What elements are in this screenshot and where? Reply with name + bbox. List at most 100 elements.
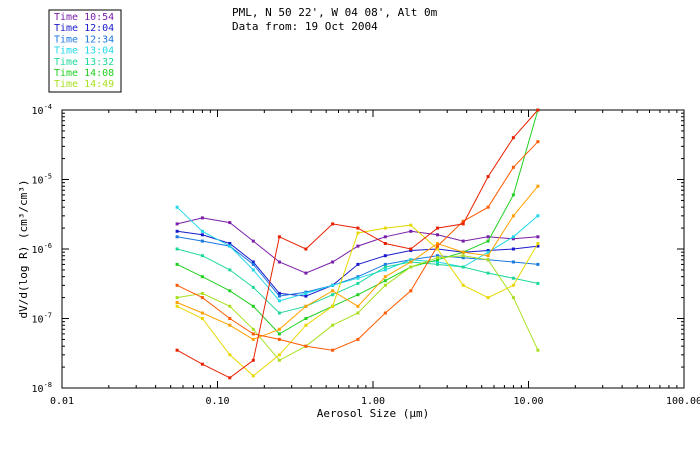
data-point: [251, 304, 255, 308]
data-point: [486, 239, 490, 243]
data-point: [383, 265, 387, 269]
data-point: [383, 283, 387, 287]
data-point: [200, 233, 204, 237]
data-point: [277, 299, 281, 303]
data-point: [251, 262, 255, 266]
legend-entry: Time 10:54: [54, 12, 114, 23]
data-point: [277, 311, 281, 315]
data-point: [356, 281, 360, 285]
data-point: [228, 376, 232, 380]
data-point: [331, 323, 335, 327]
data-point: [228, 323, 232, 327]
data-point: [461, 256, 465, 260]
data-point: [175, 304, 179, 308]
data-point: [436, 233, 439, 237]
x-tick-label: 1.00: [361, 396, 385, 407]
x-axis: 0.01 0.10 1.00 10.00 100.00: [50, 110, 700, 407]
data-point: [304, 323, 308, 327]
data-point: [383, 279, 387, 283]
data-point: [175, 229, 179, 233]
data-point: [383, 262, 387, 266]
data-point: [175, 247, 179, 251]
data-point: [409, 229, 413, 233]
y-tick-label: 10-4: [32, 103, 52, 117]
data-point: [175, 205, 179, 209]
data-point: [175, 222, 179, 226]
data-point: [228, 353, 232, 357]
data-point: [304, 291, 308, 295]
data-point: [228, 289, 232, 293]
x-axis-label: Aerosol Size (μm): [317, 407, 430, 420]
data-point: [277, 358, 281, 362]
data-point: [511, 237, 515, 241]
data-point: [536, 214, 540, 218]
data-point: [200, 229, 204, 233]
series-1: [175, 229, 540, 298]
data-point: [511, 136, 515, 140]
data-point: [436, 242, 439, 245]
x-tick-label: 0.01: [50, 396, 74, 407]
legend-entry: Time 13:04: [54, 46, 114, 57]
y-axis: 10-8 10-7 10-6 10-5 10-4: [32, 103, 684, 395]
legend-entry: Time 14:08: [54, 68, 114, 79]
data-point: [200, 311, 204, 315]
data-point: [200, 239, 204, 243]
data-point: [436, 260, 439, 264]
data-point: [175, 283, 179, 287]
data-point: [383, 235, 387, 239]
plot-area-frame: [61, 109, 685, 389]
y-tick-label: 10-8: [32, 381, 52, 395]
data-point: [536, 235, 540, 239]
data-point: [511, 296, 515, 300]
data-point: [409, 289, 413, 293]
series-8: [175, 184, 540, 341]
data-point: [356, 231, 360, 235]
series-0: [175, 216, 540, 275]
legend-entry: Time 14:49: [54, 79, 114, 90]
data-point: [536, 184, 540, 188]
data-point: [251, 285, 255, 289]
data-point: [383, 275, 387, 279]
data-point: [200, 296, 204, 300]
data-point: [228, 242, 232, 245]
data-point: [251, 268, 255, 272]
data-point: [436, 247, 439, 251]
x-tick-label: 10.00: [513, 396, 543, 407]
data-point: [383, 242, 387, 245]
data-point: [461, 239, 465, 243]
y-tick-label: 10-5: [32, 173, 52, 187]
chart-title-location: PML, N 50 22', W 04 08', Alt 0m: [232, 6, 438, 19]
data-point: [486, 271, 490, 275]
series-4: [175, 247, 540, 315]
series-layer: [175, 108, 540, 380]
y-tick-label: 10-7: [32, 312, 52, 326]
data-point: [228, 304, 232, 308]
data-point: [356, 262, 360, 266]
data-point: [304, 304, 308, 308]
data-point: [200, 254, 204, 258]
data-point: [536, 108, 540, 112]
data-point: [200, 317, 204, 320]
data-point: [436, 256, 439, 260]
data-point: [486, 254, 490, 258]
data-point: [304, 247, 308, 251]
data-point: [175, 235, 179, 239]
data-point: [486, 205, 490, 209]
data-point: [175, 348, 179, 352]
data-point: [486, 258, 490, 262]
data-point: [409, 258, 413, 262]
data-point: [200, 362, 204, 366]
data-point: [536, 242, 540, 245]
data-point: [511, 260, 515, 264]
data-point: [228, 221, 232, 225]
data-point: [461, 250, 465, 254]
data-point: [228, 244, 232, 248]
data-point: [436, 258, 439, 262]
y-axis-label: dV/d(log R) (cm³/cm³): [17, 179, 30, 318]
data-point: [486, 296, 490, 300]
data-point: [277, 235, 281, 239]
data-point: [277, 294, 281, 298]
data-point: [409, 265, 413, 269]
data-point: [536, 244, 540, 248]
